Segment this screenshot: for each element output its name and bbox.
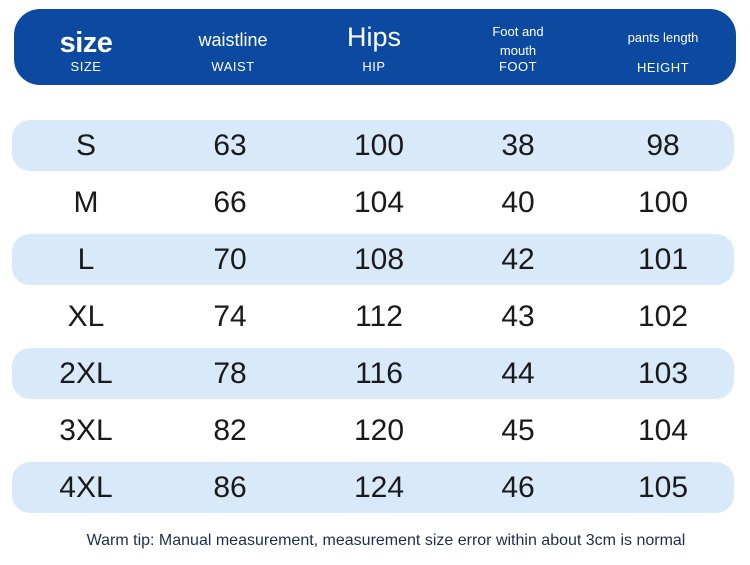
table-row: 2XL 78 116 44 103 — [12, 348, 734, 399]
table-row: 3XL 82 120 45 104 — [12, 405, 734, 456]
header-foot-label: Foot and mouth — [492, 24, 544, 58]
cell-waist: 86 — [213, 471, 247, 504]
cell-foot: 42 — [501, 243, 535, 276]
header-hip: Hips HIP — [304, 9, 444, 85]
header-hip-sub: HIP — [362, 59, 386, 74]
cell-waist: 63 — [213, 129, 247, 162]
table-row: M 66 104 40 100 — [12, 177, 734, 228]
cell-size: 3XL — [59, 414, 113, 447]
cell-foot: 46 — [501, 471, 535, 504]
header-foot: Foot and mouth FOOT — [448, 9, 588, 85]
header-length-sub: HEIGHT — [636, 60, 690, 75]
cell-length: 101 — [637, 243, 689, 276]
cell-waist: 74 — [213, 300, 247, 333]
cell-hip: 124 — [353, 471, 405, 504]
cell-foot: 43 — [501, 300, 535, 333]
cell-size: 2XL — [59, 357, 113, 390]
cell-hip: 112 — [355, 300, 403, 333]
cell-foot: 40 — [501, 186, 535, 219]
cell-size: S — [75, 129, 96, 162]
table-row: L 70 108 42 101 — [12, 234, 734, 285]
cell-length: 103 — [637, 357, 689, 390]
header-length-label: pants length — [627, 30, 699, 45]
cell-waist: 78 — [213, 357, 247, 390]
cell-waist: 66 — [213, 186, 247, 219]
cell-waist: 70 — [213, 243, 247, 276]
cell-length: 102 — [637, 300, 689, 333]
header-size: size SIZE — [16, 9, 156, 85]
cell-size: L — [77, 243, 95, 276]
cell-size: 4XL — [59, 471, 113, 504]
cell-foot: 38 — [501, 129, 535, 162]
header-waist-sub: WAIST — [211, 59, 255, 74]
cell-hip: 120 — [353, 414, 405, 447]
cell-size: XL — [67, 300, 105, 333]
cell-foot: 45 — [501, 414, 535, 447]
cell-hip: 104 — [353, 186, 405, 219]
table-row: XL 74 112 43 102 — [12, 291, 734, 342]
cell-hip: 116 — [355, 357, 403, 390]
cell-length: 105 — [637, 471, 689, 504]
header-size-sub: SIZE — [70, 59, 102, 74]
table-header: size SIZE waistline WAIST Hips HIP Foot … — [14, 9, 736, 85]
header-waist-label: waistline — [198, 30, 268, 50]
header-foot-sub: FOOT — [498, 59, 538, 74]
header-size-label: size — [59, 27, 113, 59]
cell-length: 100 — [637, 186, 689, 219]
cell-size: M — [73, 186, 99, 219]
header-length: pants length HEIGHT — [593, 9, 733, 85]
header-waist: waistline WAIST — [163, 9, 303, 85]
cell-hip: 108 — [353, 243, 405, 276]
table-row: 4XL 86 124 46 105 — [12, 462, 734, 513]
cell-length: 98 — [646, 129, 680, 162]
cell-foot: 44 — [501, 357, 535, 390]
cell-length: 104 — [637, 414, 689, 447]
cell-waist: 82 — [213, 414, 247, 447]
cell-hip: 100 — [353, 129, 405, 162]
table-row: S 63 100 38 98 — [12, 120, 734, 171]
warm-tip-note: Warm tip: Manual measurement, measuremen… — [86, 532, 686, 549]
header-hip-label: Hips — [346, 22, 401, 52]
